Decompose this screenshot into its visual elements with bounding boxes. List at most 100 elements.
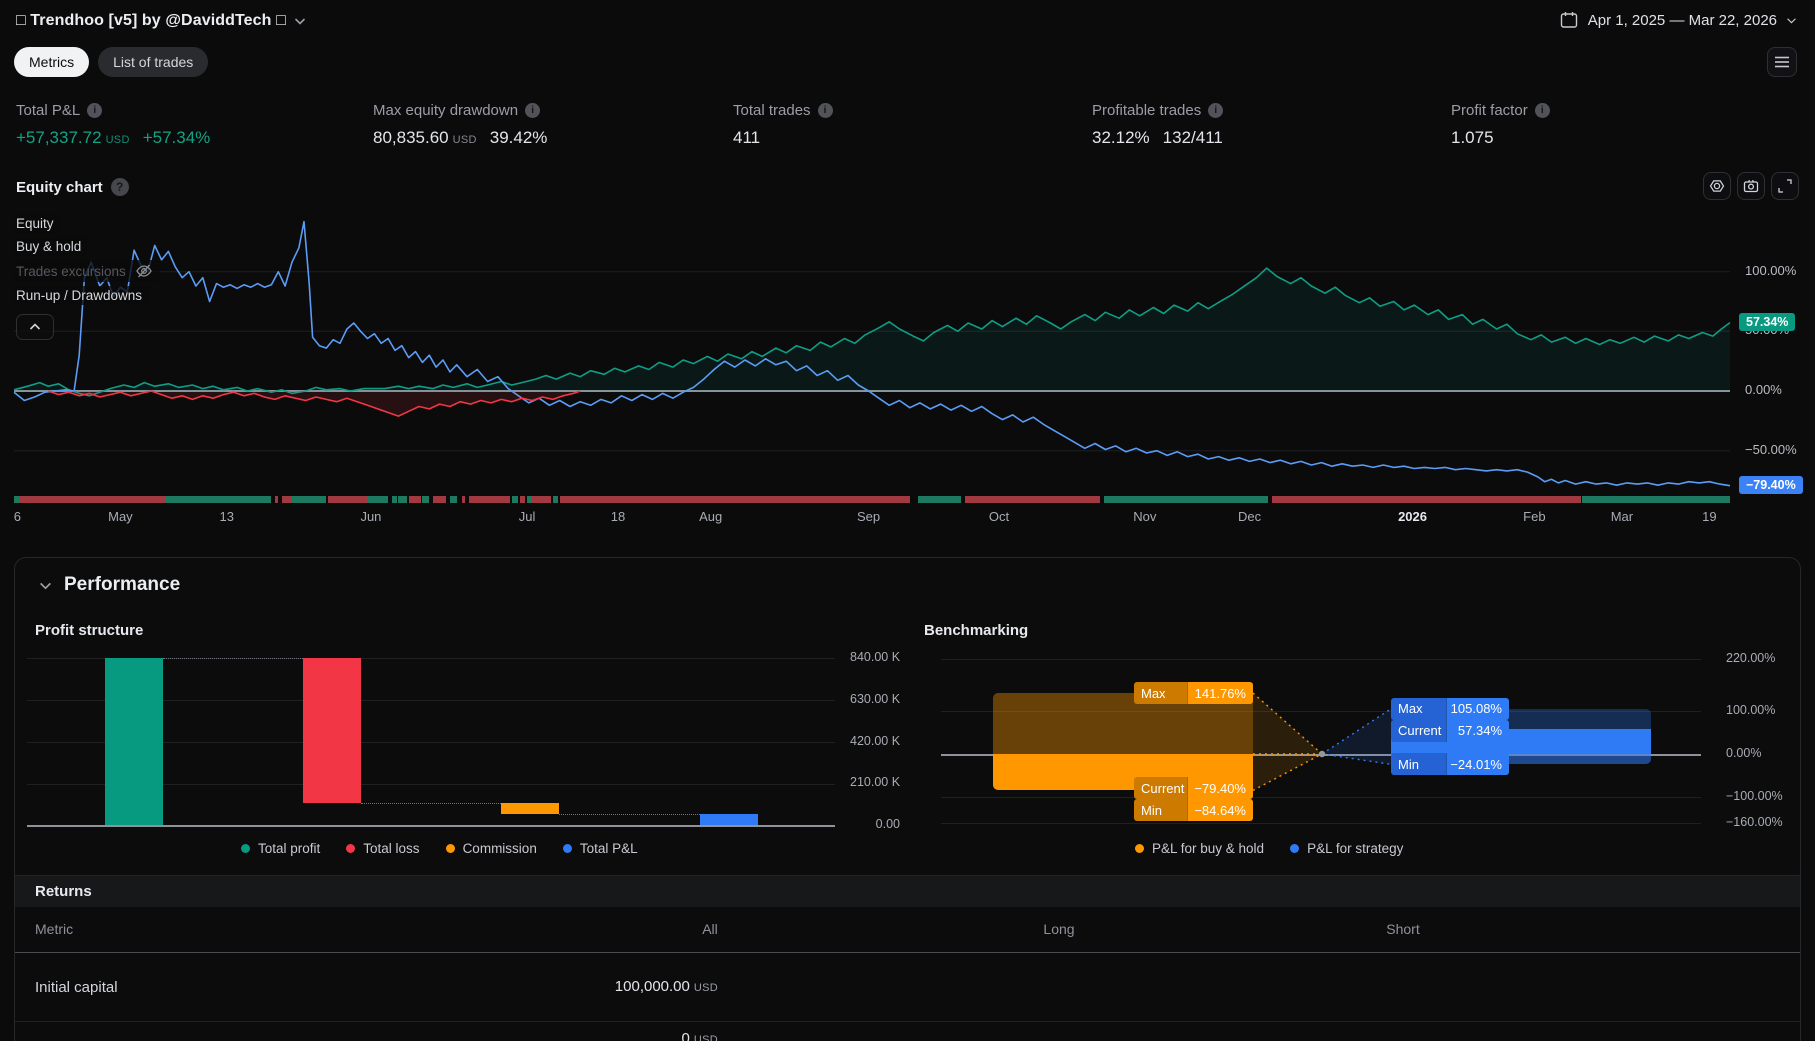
waterfall-bar-total-p-l <box>700 813 759 826</box>
chevron-down-icon[interactable] <box>294 17 306 25</box>
teal-dot-icon <box>241 844 250 853</box>
y-tick-label: −100.00% <box>1726 789 1783 803</box>
metric-extra: 39.42% <box>489 128 548 147</box>
info-icon[interactable]: i <box>525 103 541 118</box>
y-tick-label: 0.00% <box>1745 382 1782 397</box>
metric-label: Profit factor <box>1451 102 1528 119</box>
trade-strip-segment <box>408 496 421 503</box>
legend-label: P&L for strategy <box>1307 841 1404 856</box>
badge-buyhold-min: Min −84.64% <box>1134 799 1253 822</box>
info-icon[interactable]: i <box>817 103 833 118</box>
equity-legend: Equity Buy & hold Trades excursions Run-… <box>14 214 160 309</box>
trade-strip-segment <box>520 496 526 503</box>
equity-chart-plot[interactable] <box>13 208 1731 498</box>
chart-settings-button[interactable] <box>1703 172 1731 200</box>
metric-value: 32.12% <box>1092 128 1150 147</box>
grid-line <box>27 783 835 785</box>
benchmarking-legend: P&L for buy & hold P&L for strategy <box>1135 841 1403 856</box>
performance-panel: Performance Profit structure Benchmarkin… <box>14 557 1801 1041</box>
metric-value: 411 <box>733 128 761 147</box>
last-value-badge: 57.34% <box>1739 312 1796 331</box>
info-icon[interactable]: i <box>1208 103 1224 118</box>
x-tick-label: Jun <box>360 509 382 524</box>
legend-item-equity[interactable]: Equity <box>14 214 60 233</box>
chevron-down-icon <box>40 582 51 589</box>
calendar-icon <box>1560 12 1577 28</box>
metric-value: +57,337.72 <box>16 128 102 147</box>
metric-label: Profitable trades <box>1092 102 1202 119</box>
x-tick-label: 18 <box>610 509 626 524</box>
metric-total-trades: Total trades i 411 <box>733 102 833 148</box>
waterfall-bar-commission <box>500 802 559 814</box>
tab-metrics[interactable]: Metrics <box>14 47 90 77</box>
benchmarking-title: Benchmarking <box>924 622 1029 639</box>
chart-snapshot-button[interactable] <box>1737 172 1765 200</box>
row-value: 100,000.00 USD <box>614 978 718 995</box>
x-tick-label: May <box>108 509 133 524</box>
badge-value: −84.64% <box>1187 799 1253 822</box>
x-tick-label: 2026 <box>1398 509 1427 524</box>
legend-item-total-profit[interactable]: Total profit <box>241 841 320 856</box>
x-tick-label: 6 <box>13 509 22 524</box>
metric-extra: 132/411 <box>1162 128 1223 147</box>
y-tick-label: 100.00% <box>1745 262 1797 278</box>
metric-value: 1.075 <box>1451 128 1494 147</box>
orange-dot-icon <box>1135 844 1144 853</box>
legend-item-total-pnl[interactable]: Total P&L <box>562 841 638 856</box>
trade-strip-segment <box>19 496 166 503</box>
badge-key: Max <box>1134 682 1187 704</box>
hamburger-icon <box>1775 56 1789 68</box>
legend-item-pnl-buy-hold[interactable]: P&L for buy & hold <box>1135 841 1264 856</box>
returns-section-header: Returns <box>15 875 1800 907</box>
badge-key: Current <box>1391 719 1446 742</box>
returns-title: Returns <box>35 883 92 900</box>
tab-list-of-trades[interactable]: List of trades <box>98 47 209 77</box>
trade-strip-segment <box>468 496 510 503</box>
profit-structure-legend: Total profit Total loss Commission Total… <box>241 841 638 856</box>
legend-label: Trades excursions <box>16 263 126 279</box>
legend-item-trades-excursions[interactable]: Trades excursions <box>14 260 160 282</box>
layout-menu-button[interactable] <box>1767 47 1797 77</box>
info-icon[interactable]: i <box>1534 103 1550 118</box>
legend-item-total-loss[interactable]: Total loss <box>346 841 420 856</box>
trade-strip-segment <box>14 496 20 503</box>
performance-header[interactable]: Performance <box>39 574 180 596</box>
blue-dot-icon <box>1290 844 1300 853</box>
help-icon[interactable]: ? <box>110 178 129 196</box>
date-range-picker[interactable]: Apr 1, 2025 — Mar 22, 2026 <box>1559 10 1797 30</box>
metric-extra: +57.34% <box>142 128 211 147</box>
y-tick-label: 100.00% <box>1726 703 1776 717</box>
chart-fullscreen-button[interactable] <box>1771 172 1799 200</box>
badge-key: Min <box>1391 753 1446 776</box>
y-tick-label: 0.00 <box>875 817 900 832</box>
legend-item-runup-drawdowns[interactable]: Run-up / Drawdowns <box>14 286 149 305</box>
grid-line <box>27 741 835 743</box>
strategy-title: □ Trendhoo [v5] by @DaviddTech □ <box>16 12 286 29</box>
trade-strip-segment <box>461 496 466 503</box>
badge-strategy-current: Current 57.34% <box>1391 719 1509 742</box>
drawdown-line <box>48 390 581 417</box>
info-icon[interactable]: i <box>87 103 103 118</box>
legend-label: Buy & hold <box>16 239 82 254</box>
badge-value: 141.76% <box>1187 682 1253 704</box>
column-short: Short <box>1386 921 1420 937</box>
trade-strip-segment <box>398 496 407 503</box>
legend-item-pnl-strategy[interactable]: P&L for strategy <box>1290 841 1403 856</box>
x-tick-label: 19 <box>1702 509 1717 524</box>
returns-column-headers: Metric All Long Short <box>15 907 1800 953</box>
x-tick-label: Dec <box>1237 509 1262 524</box>
trade-strip-segment <box>918 496 962 503</box>
legend-item-commission[interactable]: Commission <box>445 841 537 856</box>
strategy-title-bar: □ Trendhoo [v5] by @DaviddTech □ <box>16 12 306 30</box>
row-divider <box>15 1021 1800 1022</box>
x-tick-label: Oct <box>988 509 1010 524</box>
fullscreen-icon <box>1778 179 1792 193</box>
metric-label: Total P&L <box>16 102 81 119</box>
legend-item-buy-and-hold[interactable]: Buy & hold <box>14 237 88 256</box>
metric-label: Max equity drawdown <box>373 102 519 119</box>
metric-value: 80,835.60 <box>373 128 449 147</box>
last-value-badge: −79.40% <box>1739 475 1803 494</box>
collapse-legend-button[interactable] <box>16 314 54 340</box>
y-tick-label: −50.00% <box>1745 441 1797 457</box>
benchmark-projection-lines <box>1252 692 1392 792</box>
